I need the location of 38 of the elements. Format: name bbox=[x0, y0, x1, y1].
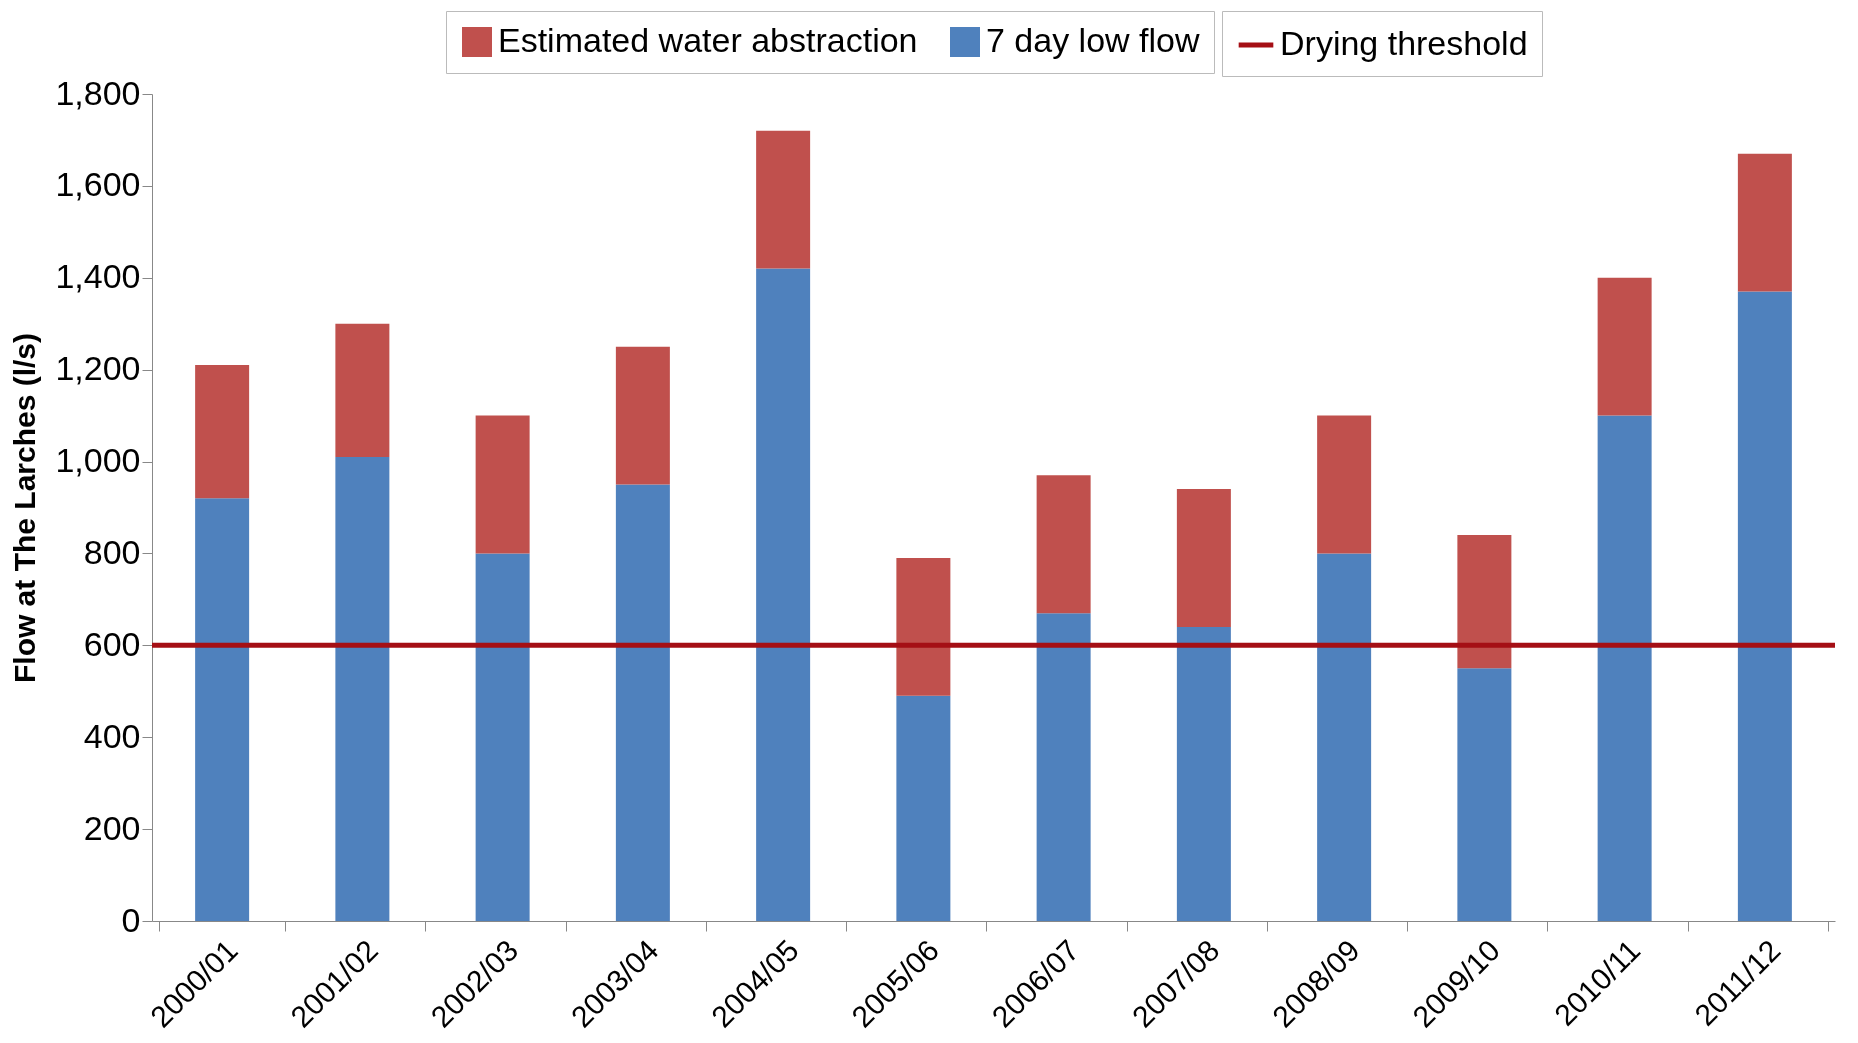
y-tick-label: 800 bbox=[83, 532, 141, 571]
bar bbox=[1737, 291, 1792, 921]
bar bbox=[1036, 475, 1091, 614]
bar bbox=[195, 365, 250, 499]
bar bbox=[475, 415, 530, 554]
bar bbox=[475, 553, 530, 921]
bar bbox=[1737, 153, 1792, 292]
bar bbox=[1457, 668, 1512, 921]
y-tick-label: 200 bbox=[83, 808, 141, 847]
y-tick-label: 1,200 bbox=[55, 349, 141, 388]
y-tick-label: 1,400 bbox=[55, 257, 141, 296]
bar bbox=[1176, 626, 1231, 921]
y-tick-label: 1,800 bbox=[55, 73, 141, 112]
bar bbox=[335, 323, 390, 457]
legend-label: Estimated water abstraction bbox=[498, 21, 918, 59]
y-tick-label: 0 bbox=[121, 900, 141, 939]
bar bbox=[1036, 613, 1091, 921]
bar bbox=[1457, 535, 1512, 669]
bar bbox=[1317, 415, 1372, 554]
bar bbox=[1597, 415, 1652, 921]
bar bbox=[195, 498, 250, 921]
bar bbox=[1597, 277, 1652, 416]
bar bbox=[756, 268, 811, 921]
bar bbox=[1176, 489, 1231, 627]
y-tick-label: 600 bbox=[83, 624, 141, 663]
bar bbox=[896, 558, 951, 696]
bar bbox=[615, 484, 670, 921]
y-tick-label: 1,000 bbox=[55, 441, 141, 480]
y-axis-title: Flow at The Larches (l/s) bbox=[8, 332, 42, 684]
legend-label: Drying threshold bbox=[1280, 24, 1528, 62]
bar bbox=[756, 130, 811, 269]
bar bbox=[1317, 553, 1372, 921]
bar bbox=[615, 346, 670, 485]
bar bbox=[896, 695, 951, 921]
y-tick-label: 400 bbox=[83, 716, 141, 755]
legend-label: 7 day low flow bbox=[986, 21, 1200, 59]
bar bbox=[335, 456, 390, 921]
y-tick-label: 1,600 bbox=[55, 165, 141, 204]
